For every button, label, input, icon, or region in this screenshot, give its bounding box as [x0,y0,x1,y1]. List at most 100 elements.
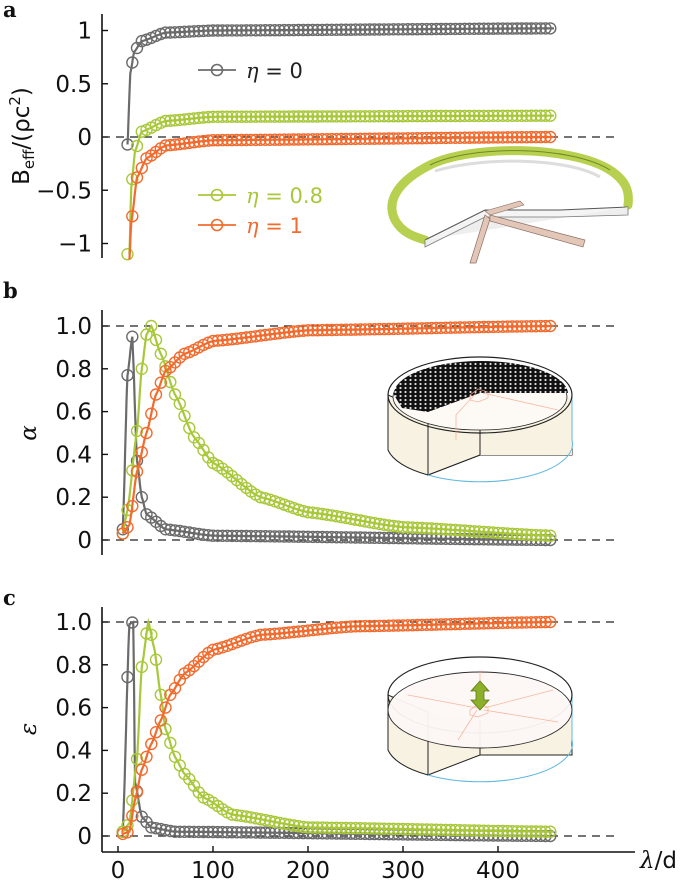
data-marker [453,524,467,537]
data-marker [439,321,452,334]
data-marker [358,515,372,528]
data-marker [496,527,509,540]
data-marker [449,109,462,123]
data-marker [363,619,376,633]
data-marker [240,110,253,123]
data-marker [254,628,267,641]
data-marker [339,821,353,835]
data-marker [216,529,229,542]
data-marker [230,529,244,543]
data-marker [439,131,452,145]
data-marker [430,823,443,836]
data-marker [164,138,177,152]
data-marker [225,808,239,821]
data-marker [529,130,543,144]
data-marker [292,23,305,37]
inset-cylinder-absorber-illustration [387,356,573,483]
series-η=1 [116,319,557,540]
data-marker [287,133,300,146]
data-marker [287,110,300,123]
data-marker [230,110,244,123]
y-tick-label: 0 [77,125,92,151]
data-marker [263,133,277,147]
y-tick-label: 0.6 [55,400,92,426]
data-marker [425,22,438,36]
data-marker [382,519,395,532]
data-marker [496,824,509,838]
data-marker [187,825,201,839]
data-marker [529,22,543,35]
data-marker [491,320,505,333]
data-marker [206,133,220,147]
data-marker [491,616,505,630]
data-marker [301,506,315,519]
data-marker [206,529,220,542]
data-marker [240,810,253,823]
data-marker [263,328,277,341]
data-marker [316,132,329,146]
data-marker [344,132,357,146]
data-marker [301,133,315,146]
data-marker [544,615,557,629]
data-marker [178,825,191,838]
data-marker [425,618,438,631]
data-marker [297,133,310,146]
y-axis-title-c: ε [16,723,42,735]
data-marker [525,130,538,144]
data-marker [259,133,272,147]
data-marker [525,825,538,838]
data-marker [126,616,139,629]
data-marker [249,330,263,343]
data-marker [529,109,543,122]
data-marker [225,110,239,123]
data-marker [244,529,258,543]
data-marker [406,619,419,632]
data-marker [477,109,490,123]
series-η=0.8 [116,617,557,838]
data-marker [311,821,324,834]
data-marker [145,407,158,420]
data-marker [501,109,514,123]
data-marker [444,823,457,837]
data-marker [287,325,300,338]
data-marker [297,530,310,543]
y-tick-label: 0 [77,824,92,850]
data-marker [244,631,258,644]
data-marker [126,330,139,343]
data-marker [344,821,357,835]
data-marker [121,138,134,151]
data-marker [240,133,253,147]
data-marker [458,524,471,537]
data-marker [225,133,239,147]
data-marker [506,527,519,540]
data-marker [263,530,277,543]
data-marker [216,24,229,37]
data-marker [411,823,424,836]
y-tick-label: 0.2 [55,485,92,511]
data-marker [282,23,296,37]
data-marker [292,503,305,516]
data-marker [358,822,372,835]
data-marker [463,524,476,538]
data-marker [311,110,324,123]
data-marker [221,110,234,123]
data-marker [420,522,433,535]
data-marker [382,132,395,145]
data-marker [444,131,457,145]
data-marker [230,809,244,822]
data-marker [482,617,495,630]
data-marker [515,22,528,35]
data-marker [354,23,367,36]
data-marker [278,110,291,123]
data-marker [301,821,315,834]
data-marker [126,809,139,822]
data-marker [373,822,386,835]
data-marker [235,110,248,123]
data-marker [254,491,267,504]
data-marker [515,528,528,541]
circle-marker-icon [210,218,224,232]
data-marker [335,531,348,544]
data-marker [263,110,277,123]
data-marker [168,524,182,537]
data-marker [259,328,272,342]
